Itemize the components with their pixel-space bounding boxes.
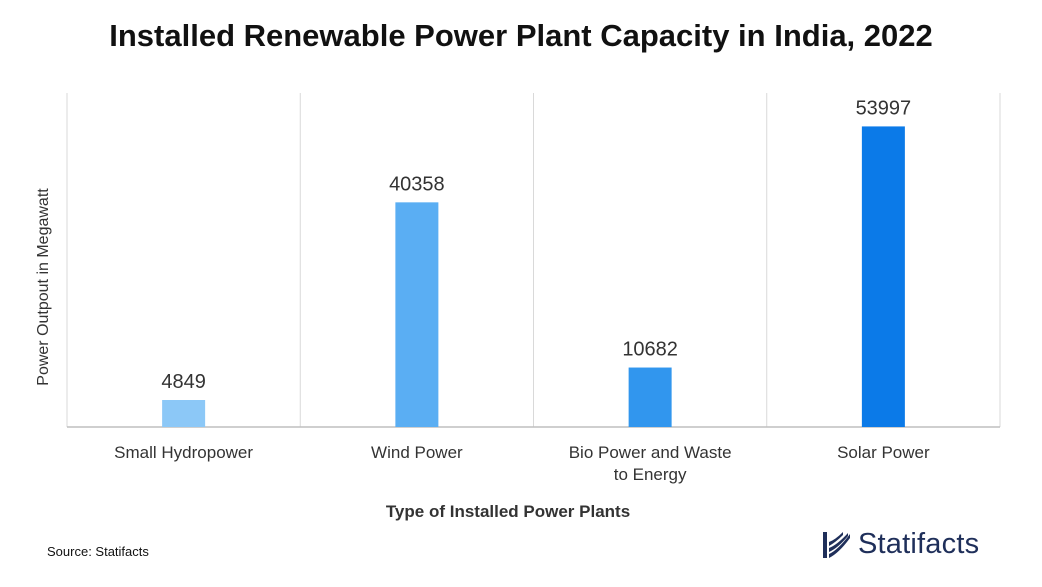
brand-logo: Statifacts — [822, 528, 979, 561]
category-tick-label: Bio Power and Waste — [569, 443, 732, 462]
chart-title: Installed Renewable Power Plant Capacity… — [109, 18, 933, 53]
category-tick-label: Wind Power — [371, 443, 463, 462]
grid-lines — [66, 93, 1001, 428]
statifacts-logo-icon — [823, 531, 850, 558]
category-tick-label: Small Hydropower — [114, 443, 253, 462]
y-axis-label: Power Outpout in Megawatt — [35, 188, 52, 386]
category-labels: Small Hydropower Wind Power Bio Power and … — [114, 443, 930, 484]
data-label: 53997 — [856, 97, 912, 119]
bar — [861, 126, 905, 428]
source-note: Source: Statifacts — [47, 544, 149, 559]
bars — [162, 126, 905, 428]
brand-name: Statifacts — [858, 528, 980, 560]
bar — [162, 400, 206, 427]
x-axis-label: Type of Installed Power Plants — [386, 502, 630, 521]
category-tick-label: Solar Power — [837, 443, 930, 462]
data-label: 10682 — [622, 339, 678, 361]
bar — [395, 202, 439, 427]
data-label: 4849 — [161, 371, 206, 393]
value-labels: 4849 40358 10682 53997 — [161, 97, 911, 393]
bar — [628, 367, 672, 427]
category-tick-label: to Energy — [614, 465, 687, 484]
data-label: 40358 — [389, 173, 445, 195]
